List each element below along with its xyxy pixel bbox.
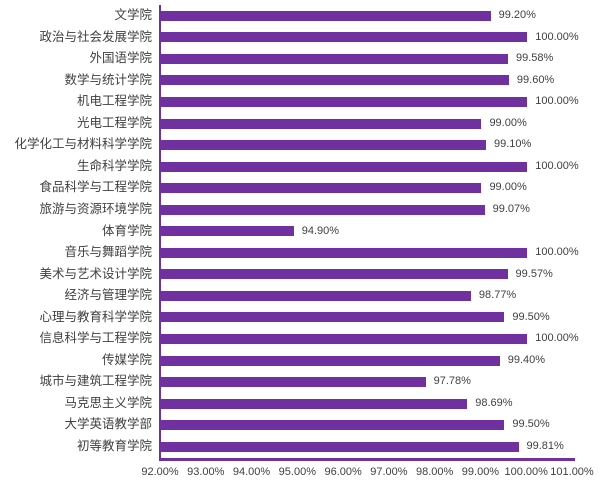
- x-tick-label: 99.00%: [461, 466, 500, 478]
- value-label: 99.40%: [507, 353, 546, 366]
- x-tick-label: 93.00%: [187, 466, 225, 478]
- bar: [161, 290, 471, 301]
- value-label: 94.90%: [301, 224, 340, 237]
- value-label: 100.00%: [535, 159, 579, 172]
- category-label: 旅游与资源环境学院: [39, 201, 152, 216]
- value-label: 99.57%: [515, 267, 553, 280]
- bar: [161, 355, 500, 366]
- bar: [161, 161, 528, 172]
- value-label: 99.00%: [489, 116, 527, 129]
- category-label: 数学与统计学院: [64, 72, 152, 87]
- x-tick-label: 101.00%: [550, 466, 594, 478]
- bar: [161, 75, 509, 86]
- value-label: 99.81%: [526, 440, 564, 452]
- value-label: 99.60%: [516, 73, 555, 86]
- bar: [161, 420, 505, 431]
- bar: [161, 204, 485, 215]
- bar: [161, 247, 528, 258]
- value-label: 99.20%: [498, 9, 536, 21]
- bar: [161, 398, 468, 409]
- value-label: 100.00%: [535, 332, 579, 345]
- category-label: 传媒学院: [101, 352, 152, 367]
- category-label: 体育学院: [101, 223, 152, 238]
- value-label: 99.50%: [512, 418, 550, 431]
- x-tick-label: 95.00%: [278, 466, 316, 478]
- bar: [161, 32, 528, 43]
- x-tick-label: 97.00%: [370, 466, 408, 478]
- category-label: 音乐与舞蹈学院: [64, 245, 152, 260]
- bar: [161, 183, 482, 194]
- category-label: 政治与社会发展学院: [39, 29, 152, 44]
- value-label: 100.00%: [535, 30, 579, 43]
- value-label: 98.69%: [475, 396, 513, 409]
- x-tick-label: 94.00%: [232, 466, 271, 478]
- category-label: 机电工程学院: [76, 94, 152, 109]
- bar: [161, 226, 294, 237]
- bar: [161, 377, 426, 388]
- x-tick-label: 100.00%: [504, 466, 548, 478]
- x-tick-label: 92.00%: [141, 466, 179, 478]
- value-label: 100.00%: [535, 95, 579, 108]
- bar: [161, 140, 487, 151]
- bar: [161, 312, 505, 323]
- bar: [161, 269, 508, 280]
- value-label: 99.10%: [494, 138, 532, 151]
- bar: [161, 53, 508, 64]
- category-label: 城市与建筑工程学院: [39, 374, 152, 389]
- bar: [161, 334, 528, 345]
- bar: [161, 441, 519, 452]
- category-label: 生命科学学院: [76, 158, 152, 173]
- category-label: 马克思主义学院: [64, 395, 152, 410]
- bar: [161, 118, 482, 129]
- category-label: 化学化工与材料科学学院: [14, 137, 152, 152]
- value-label: 99.58%: [515, 52, 554, 65]
- bar: [161, 96, 528, 107]
- x-tick-label: 96.00%: [324, 466, 362, 478]
- x-tick-label: 98.00%: [416, 466, 454, 478]
- category-label: 光电工程学院: [76, 115, 152, 130]
- category-label: 外国语学院: [89, 51, 152, 66]
- category-label: 信息科学与工程学院: [39, 331, 152, 346]
- category-label: 经济与管理学院: [64, 288, 152, 303]
- value-label: 97.78%: [433, 375, 471, 388]
- category-label: 大学英语教学部: [64, 417, 152, 432]
- category-label: 心理与教育科学学院: [39, 309, 152, 324]
- value-label: 98.77%: [478, 289, 517, 302]
- bar: [161, 10, 491, 21]
- category-label: 初等教育学院: [76, 439, 152, 453]
- x-axis-line: [159, 458, 575, 461]
- category-label: 文学院: [114, 8, 152, 22]
- value-label: 99.07%: [492, 202, 530, 215]
- value-label: 99.00%: [489, 181, 527, 194]
- category-label: 食品科学与工程学院: [39, 180, 152, 195]
- y-axis-line: [159, 5, 161, 461]
- category-label: 美术与艺术设计学院: [39, 266, 152, 281]
- value-label: 99.50%: [512, 310, 550, 323]
- value-label: 100.00%: [535, 246, 579, 259]
